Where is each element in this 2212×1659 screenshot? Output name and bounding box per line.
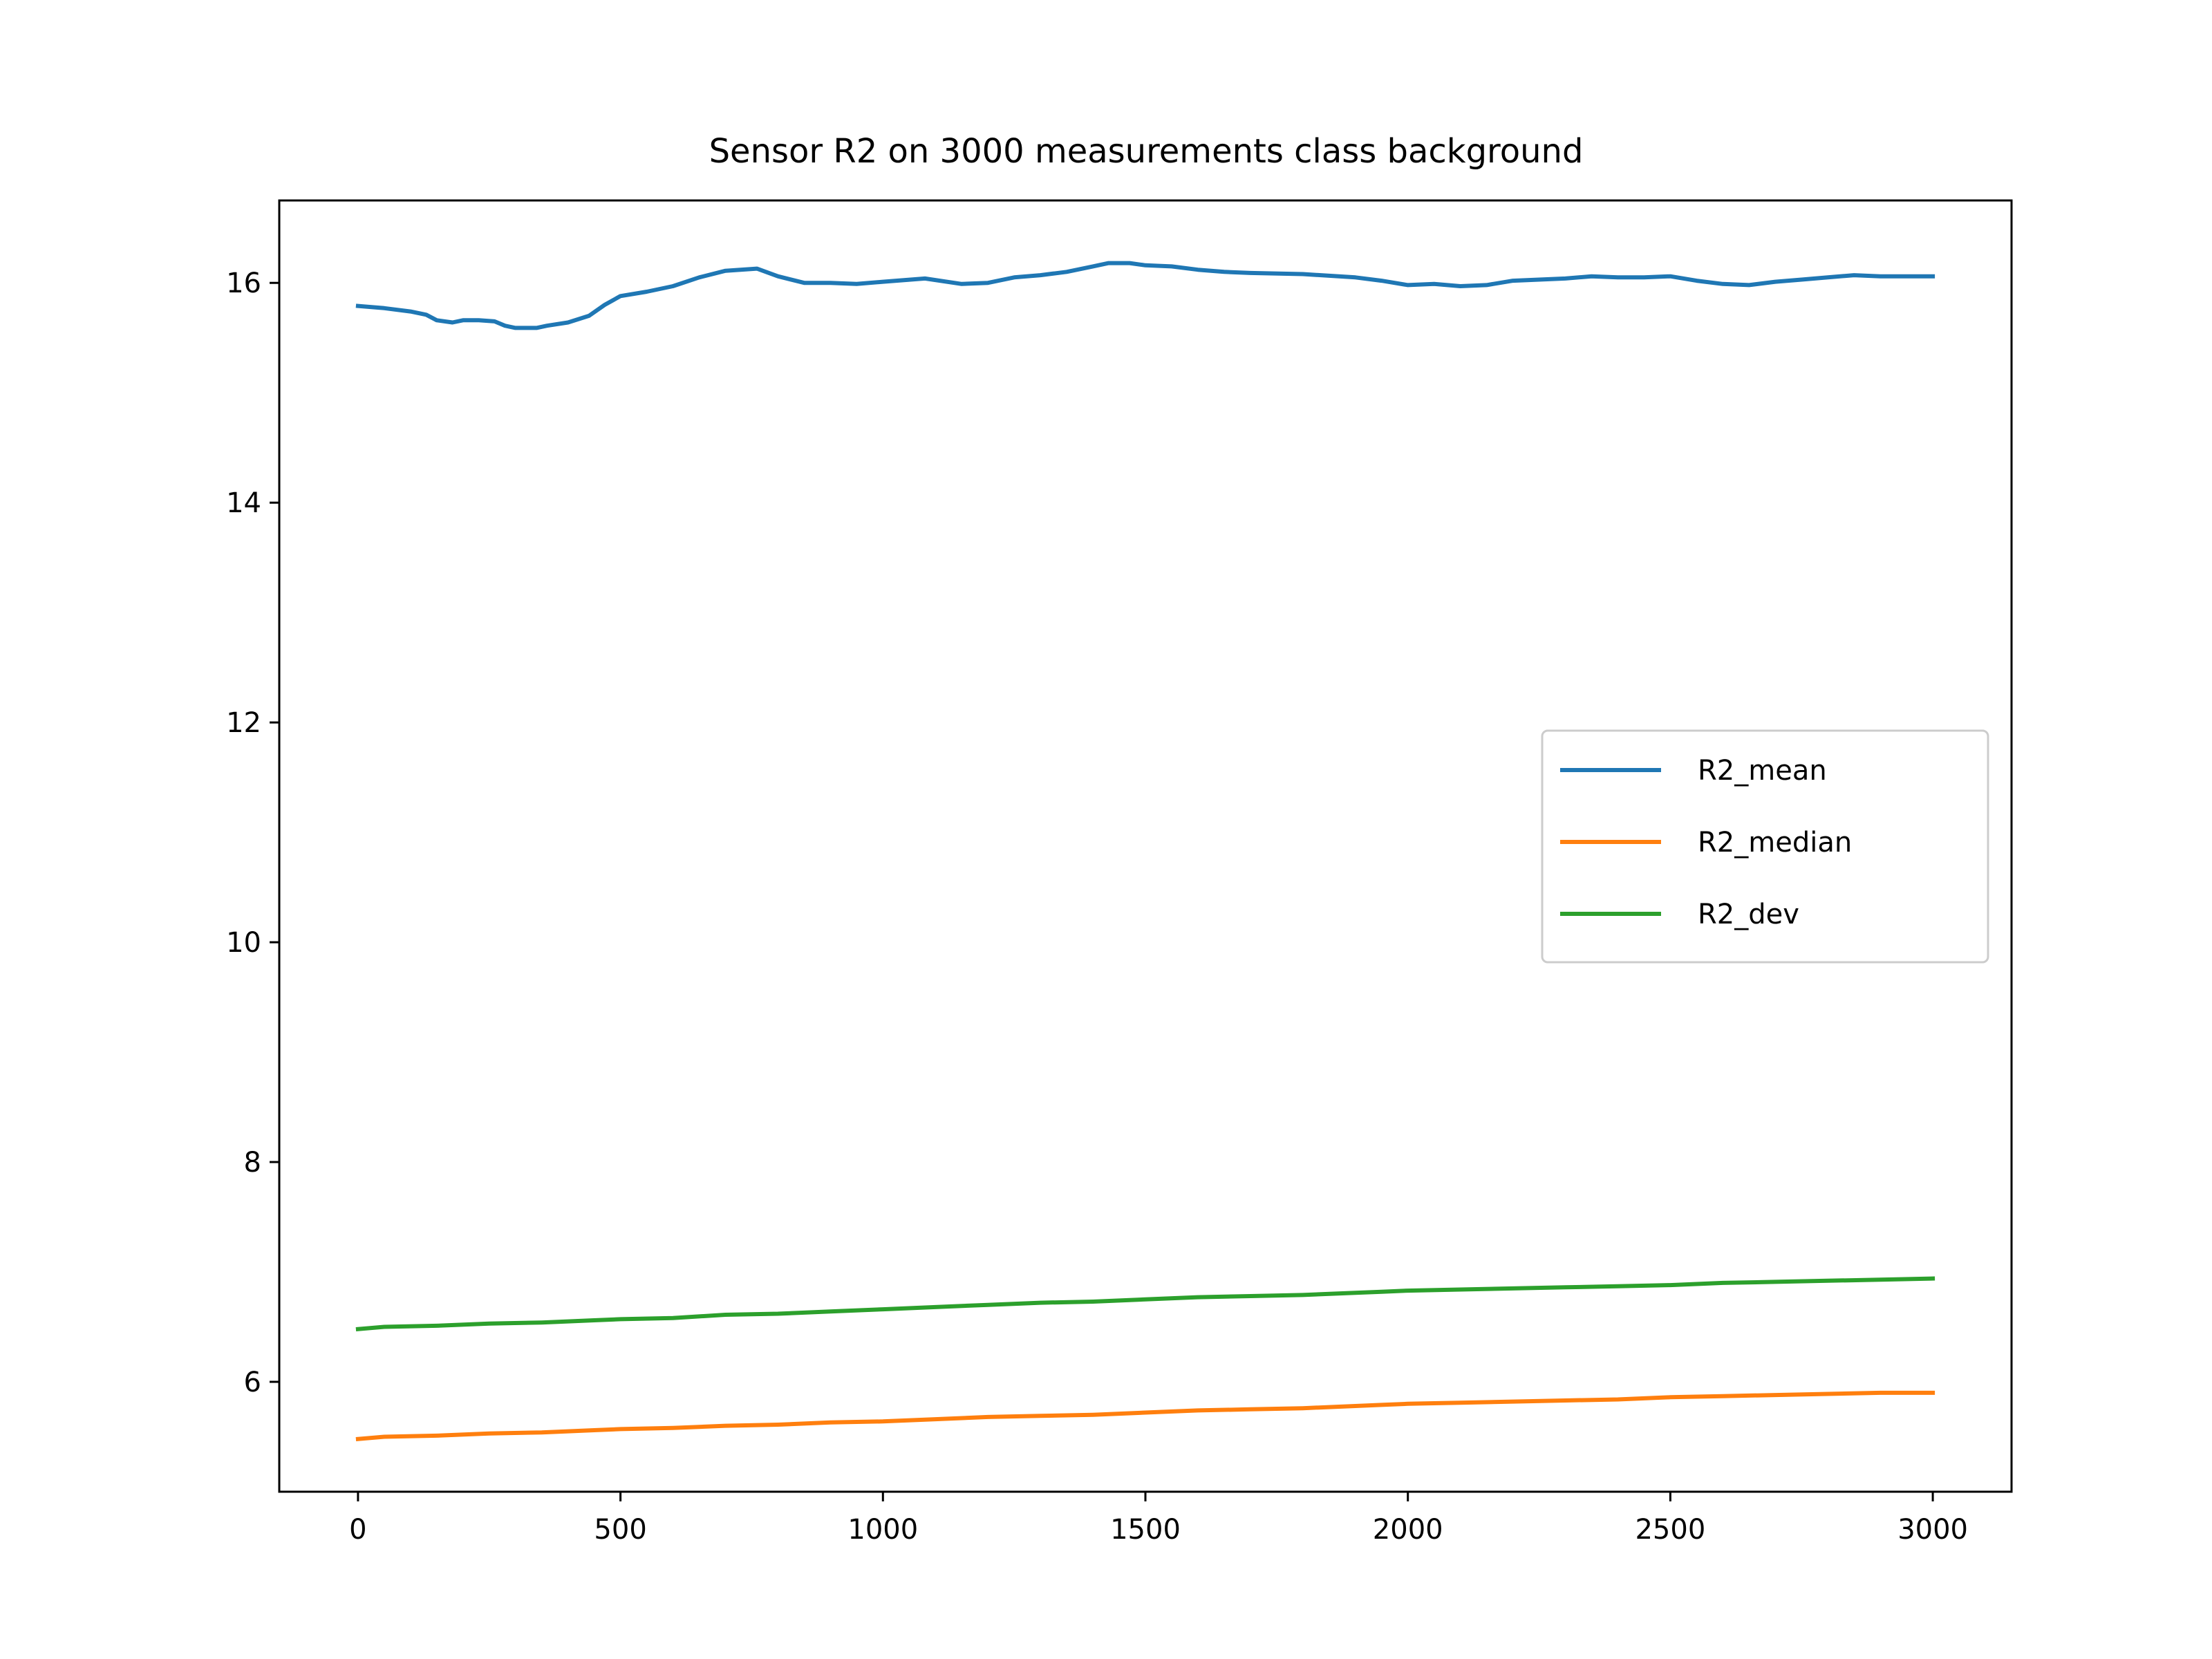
y-tick-label: 6 (244, 1367, 261, 1398)
x-tick-label: 1000 (847, 1514, 918, 1546)
y-axis: 6 8 10 12 14 16 (226, 268, 279, 1398)
x-tick-label: 3000 (1897, 1514, 1968, 1546)
series-layer (355, 261, 1936, 1441)
x-tick-label: 1500 (1110, 1514, 1181, 1546)
chart-title: Sensor R2 on 3000 measurements class bac… (709, 132, 1584, 171)
series-line-r2-mean (355, 261, 1936, 330)
series-line-r2-dev (355, 1276, 1936, 1331)
x-axis: 0 500 1000 1500 2000 2500 3000 (349, 1492, 1968, 1546)
y-tick-label: 8 (244, 1147, 261, 1179)
x-tick-label: 0 (349, 1514, 366, 1546)
y-tick-label: 14 (226, 487, 261, 519)
y-tick-label: 16 (226, 268, 261, 299)
x-tick-label: 2000 (1373, 1514, 1443, 1546)
x-tick-label: 2500 (1635, 1514, 1705, 1546)
legend: R2_mean R2_median R2_dev (1541, 729, 1989, 964)
legend-label-r2-mean: R2_mean (1698, 755, 1827, 787)
y-tick-label: 12 (226, 707, 261, 739)
legend-frame (1541, 729, 1989, 964)
series-line-r2-median (355, 1390, 1936, 1441)
y-tick-label: 10 (226, 927, 261, 959)
x-tick-label: 500 (594, 1514, 646, 1546)
legend-label-r2-dev: R2_dev (1698, 899, 1799, 930)
legend-label-r2-median: R2_median (1698, 827, 1852, 859)
